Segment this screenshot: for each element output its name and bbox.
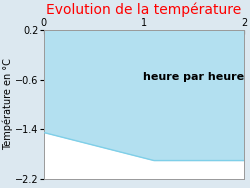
Title: Evolution de la température: Evolution de la température bbox=[46, 3, 241, 17]
Y-axis label: Température en °C: Température en °C bbox=[3, 59, 13, 150]
Text: heure par heure: heure par heure bbox=[144, 71, 244, 82]
